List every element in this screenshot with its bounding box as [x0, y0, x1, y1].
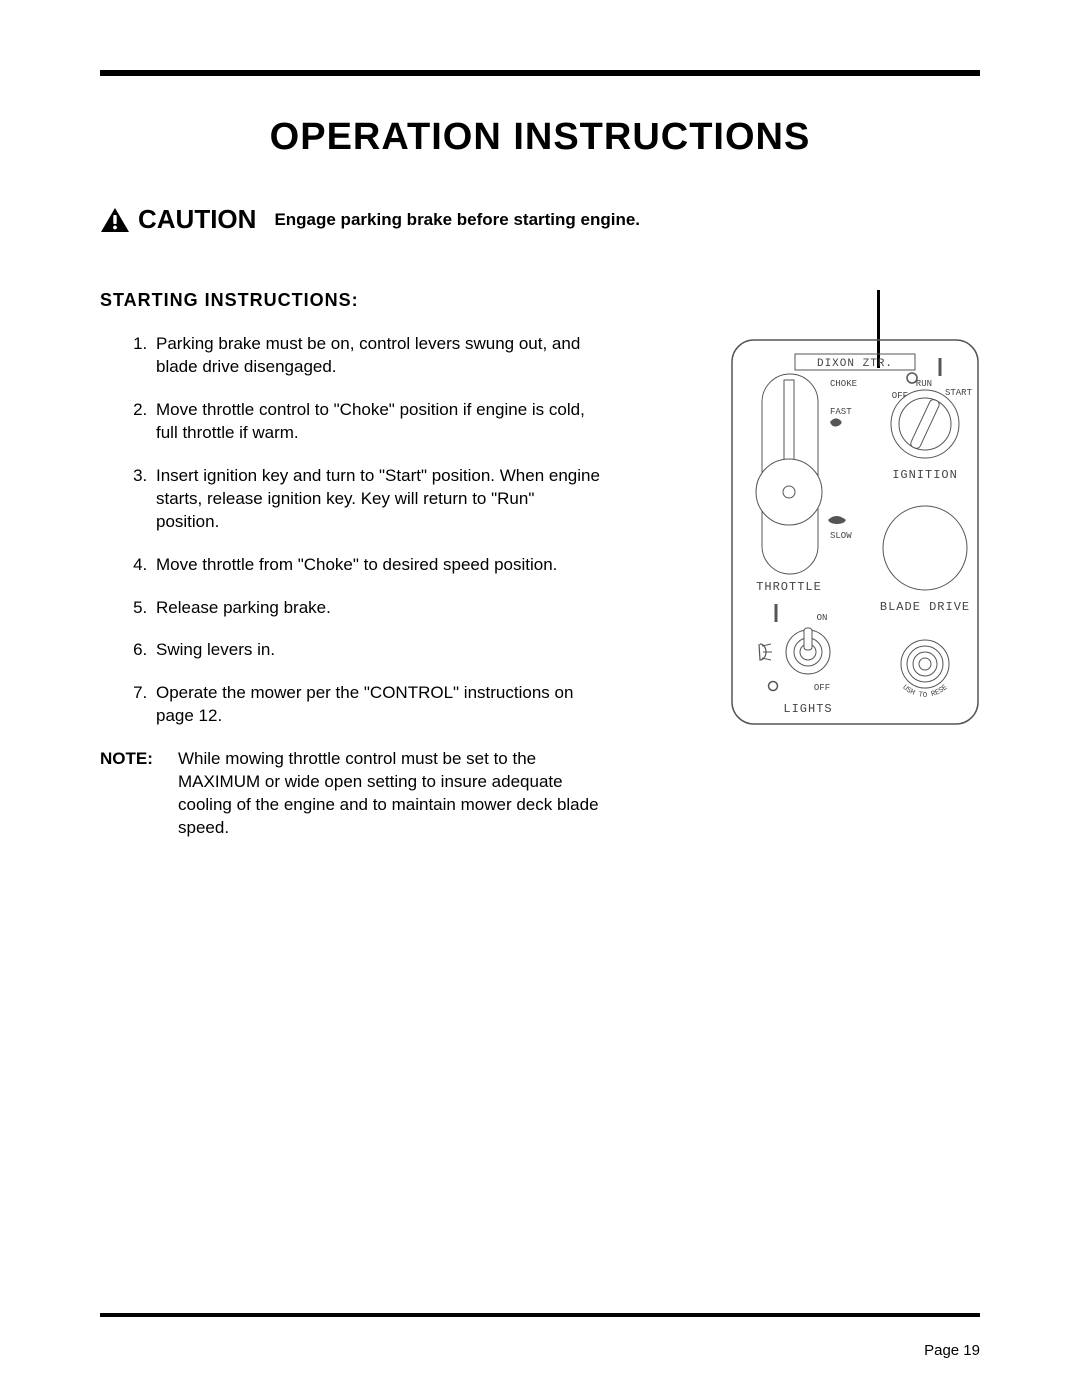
rabbit-icon [830, 418, 842, 426]
start-label: START [945, 388, 973, 398]
content-area: STARTING INSTRUCTIONS: Parking brake mus… [100, 290, 980, 840]
note-row: NOTE: While mowing throttle control must… [100, 748, 600, 840]
warning-triangle-icon [100, 207, 130, 233]
off2-label: OFF [814, 683, 830, 693]
control-panel-svg: DIXON ZTR. CHOKE FAST SLOW THROTTLE [730, 338, 980, 726]
slow-label: SLOW [830, 531, 852, 541]
on-label: ON [817, 613, 828, 623]
ignition-label: IGNITION [892, 468, 958, 482]
step-item: Move throttle control to "Choke" positio… [152, 399, 600, 445]
throttle-label: THROTTLE [756, 580, 822, 594]
bottom-rule [100, 1313, 980, 1317]
choke-label: CHOKE [830, 379, 857, 389]
section-heading: STARTING INSTRUCTIONS: [100, 290, 980, 311]
control-panel-diagram: DIXON ZTR. CHOKE FAST SLOW THROTTLE [730, 338, 980, 731]
brand-label: DIXON ZTR. [817, 358, 893, 370]
fast-label: FAST [830, 407, 852, 417]
step-item: Insert ignition key and turn to "Start" … [152, 465, 600, 534]
caution-word: CAUTION [138, 204, 256, 235]
note-label: NOTE: [100, 748, 178, 840]
top-rule [100, 70, 980, 76]
lights-label: LIGHTS [783, 702, 832, 716]
instructions-column: Parking brake must be on, control levers… [100, 333, 600, 840]
page-number: Page 19 [924, 1342, 980, 1359]
step-item: Release parking brake. [152, 597, 600, 620]
note-body: While mowing throttle control must be se… [178, 748, 600, 840]
content-row: Parking brake must be on, control levers… [100, 333, 980, 840]
page-title: OPERATION INSTRUCTIONS [100, 116, 980, 159]
blade-drive-label: BLADE DRIVE [880, 600, 970, 614]
caution-line: CAUTION Engage parking brake before star… [100, 204, 980, 235]
caution-text: Engage parking brake before starting eng… [274, 210, 640, 230]
step-item: Move throttle from "Choke" to desired sp… [152, 554, 600, 577]
step-item: Swing levers in. [152, 639, 600, 662]
step-item: Parking brake must be on, control levers… [152, 333, 600, 379]
step-item: Operate the mower per the "CONTROL" inst… [152, 682, 600, 728]
page: OPERATION INSTRUCTIONS CAUTION Engage pa… [0, 0, 1080, 1397]
run-label: RUN [916, 379, 932, 389]
steps-list: Parking brake must be on, control levers… [100, 333, 600, 728]
turtle-icon [828, 516, 846, 524]
